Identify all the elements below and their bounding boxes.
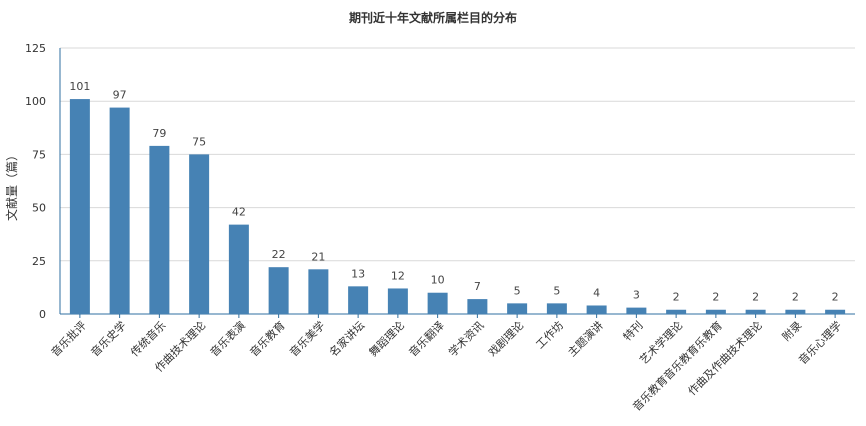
bar-7[interactable]	[348, 286, 369, 314]
x-tick-label-14: 特刊	[620, 318, 645, 343]
y-tick-label-0: 0	[39, 308, 46, 321]
bar-17[interactable]	[745, 309, 766, 314]
data-label-3: 75	[192, 135, 206, 148]
x-tick-label-6: 音乐美学	[286, 318, 327, 359]
bar-3[interactable]	[189, 154, 210, 314]
data-label-9: 10	[431, 274, 445, 287]
x-tick-label-7: 名家讲坛	[326, 318, 367, 359]
x-tick-label-8: 舞蹈理论	[366, 318, 407, 359]
data-label-18: 2	[792, 291, 799, 304]
x-tick-label-2: 传统音乐	[127, 318, 168, 359]
x-tick-label-5: 音乐教育	[247, 318, 288, 359]
data-label-2: 79	[152, 127, 166, 140]
bar-1[interactable]	[109, 107, 130, 314]
data-label-4: 42	[232, 206, 246, 219]
bar-8[interactable]	[387, 288, 408, 314]
x-tick-label-10: 学术资讯	[445, 318, 486, 359]
bar-4[interactable]	[228, 224, 249, 314]
bar-14[interactable]	[626, 307, 647, 314]
data-label-16: 2	[712, 291, 719, 304]
y-axis-label: 文献量（篇）	[4, 149, 19, 221]
bar-2[interactable]	[149, 145, 170, 314]
x-tick-label-18: 附录	[779, 318, 804, 343]
data-label-19: 2	[832, 291, 839, 304]
x-tick-label-19: 音乐心理学	[795, 318, 844, 367]
bar-6[interactable]	[308, 269, 329, 314]
data-label-7: 13	[351, 267, 365, 280]
axes	[59, 48, 855, 318]
bar-13[interactable]	[586, 305, 607, 314]
x-tick-label-13: 主题演讲	[565, 318, 606, 359]
x-tick-label-12: 工作坊	[533, 318, 566, 351]
grid-lines	[60, 47, 855, 262]
x-tick-label-0: 音乐批评	[48, 318, 89, 359]
y-tick-label-4: 100	[25, 95, 46, 108]
data-label-15: 2	[673, 291, 680, 304]
x-tick-label-4: 音乐表演	[207, 318, 248, 359]
x-tick-label-9: 音乐翻译	[406, 318, 447, 359]
bar-19[interactable]	[825, 309, 846, 314]
data-label-11: 5	[514, 284, 521, 297]
y-tick-labels: 0 25 50 75 100 125	[25, 42, 46, 321]
data-label-5: 22	[272, 248, 286, 261]
y-tick-label-2: 50	[32, 202, 46, 215]
bar-9[interactable]	[427, 292, 448, 314]
data-label-12: 5	[553, 284, 560, 297]
data-label-13: 4	[593, 286, 600, 299]
x-tick-label-11: 戏剧理论	[485, 318, 526, 359]
bars	[69, 99, 846, 315]
data-label-8: 12	[391, 269, 405, 282]
data-label-1: 97	[113, 89, 127, 102]
data-label-17: 2	[752, 291, 759, 304]
y-tick-label-1: 25	[32, 255, 46, 268]
data-label-14: 3	[633, 289, 640, 302]
x-tick-label-1: 音乐史学	[88, 318, 129, 359]
bar-0[interactable]	[69, 99, 90, 315]
y-tick-label-3: 75	[32, 148, 46, 161]
bar-10[interactable]	[467, 299, 488, 314]
y-tick-label-5: 125	[25, 42, 46, 55]
bar-12[interactable]	[546, 303, 567, 314]
bar-18[interactable]	[785, 309, 806, 314]
bar-16[interactable]	[705, 309, 726, 314]
bar-5[interactable]	[268, 267, 289, 314]
data-label-6: 21	[311, 250, 325, 263]
bar-11[interactable]	[507, 303, 528, 314]
data-label-10: 7	[474, 280, 481, 293]
bar-15[interactable]	[666, 309, 687, 314]
x-tick-label-17: 作曲及作曲技术理论	[685, 318, 765, 398]
chart-title: 期刊近十年文献所属栏目的分布	[349, 10, 517, 25]
data-label-0: 101	[69, 80, 90, 93]
